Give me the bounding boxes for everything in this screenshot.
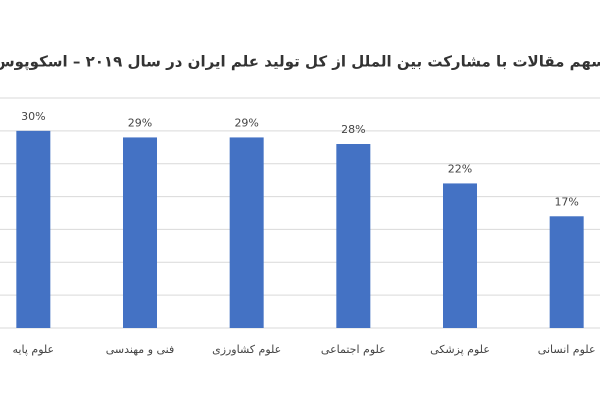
value-label: 22%	[448, 162, 472, 175]
x-tick-label: علوم اجتماعی	[321, 343, 386, 356]
chart-title: سهم مقالات با مشارکت بین الملل از کل تول…	[0, 53, 600, 72]
bar	[16, 130, 51, 328]
bar	[229, 137, 264, 328]
x-tick-label: علوم پایه	[13, 343, 55, 356]
bar	[443, 183, 477, 328]
x-tick-label: علوم انسانی	[538, 343, 596, 356]
bar	[336, 144, 371, 328]
value-label: 17%	[554, 195, 578, 208]
value-label: 28%	[341, 123, 365, 136]
x-tick-label: علوم کشاورزی	[212, 343, 281, 356]
x-tick-label: علوم پزشکی	[430, 343, 490, 356]
value-label: 29%	[128, 116, 152, 129]
value-label: 29%	[234, 116, 258, 129]
value-label: 30%	[21, 110, 45, 123]
x-tick-label: فنی و مهندسی	[106, 343, 175, 356]
bar	[123, 137, 157, 328]
bar	[549, 216, 584, 328]
